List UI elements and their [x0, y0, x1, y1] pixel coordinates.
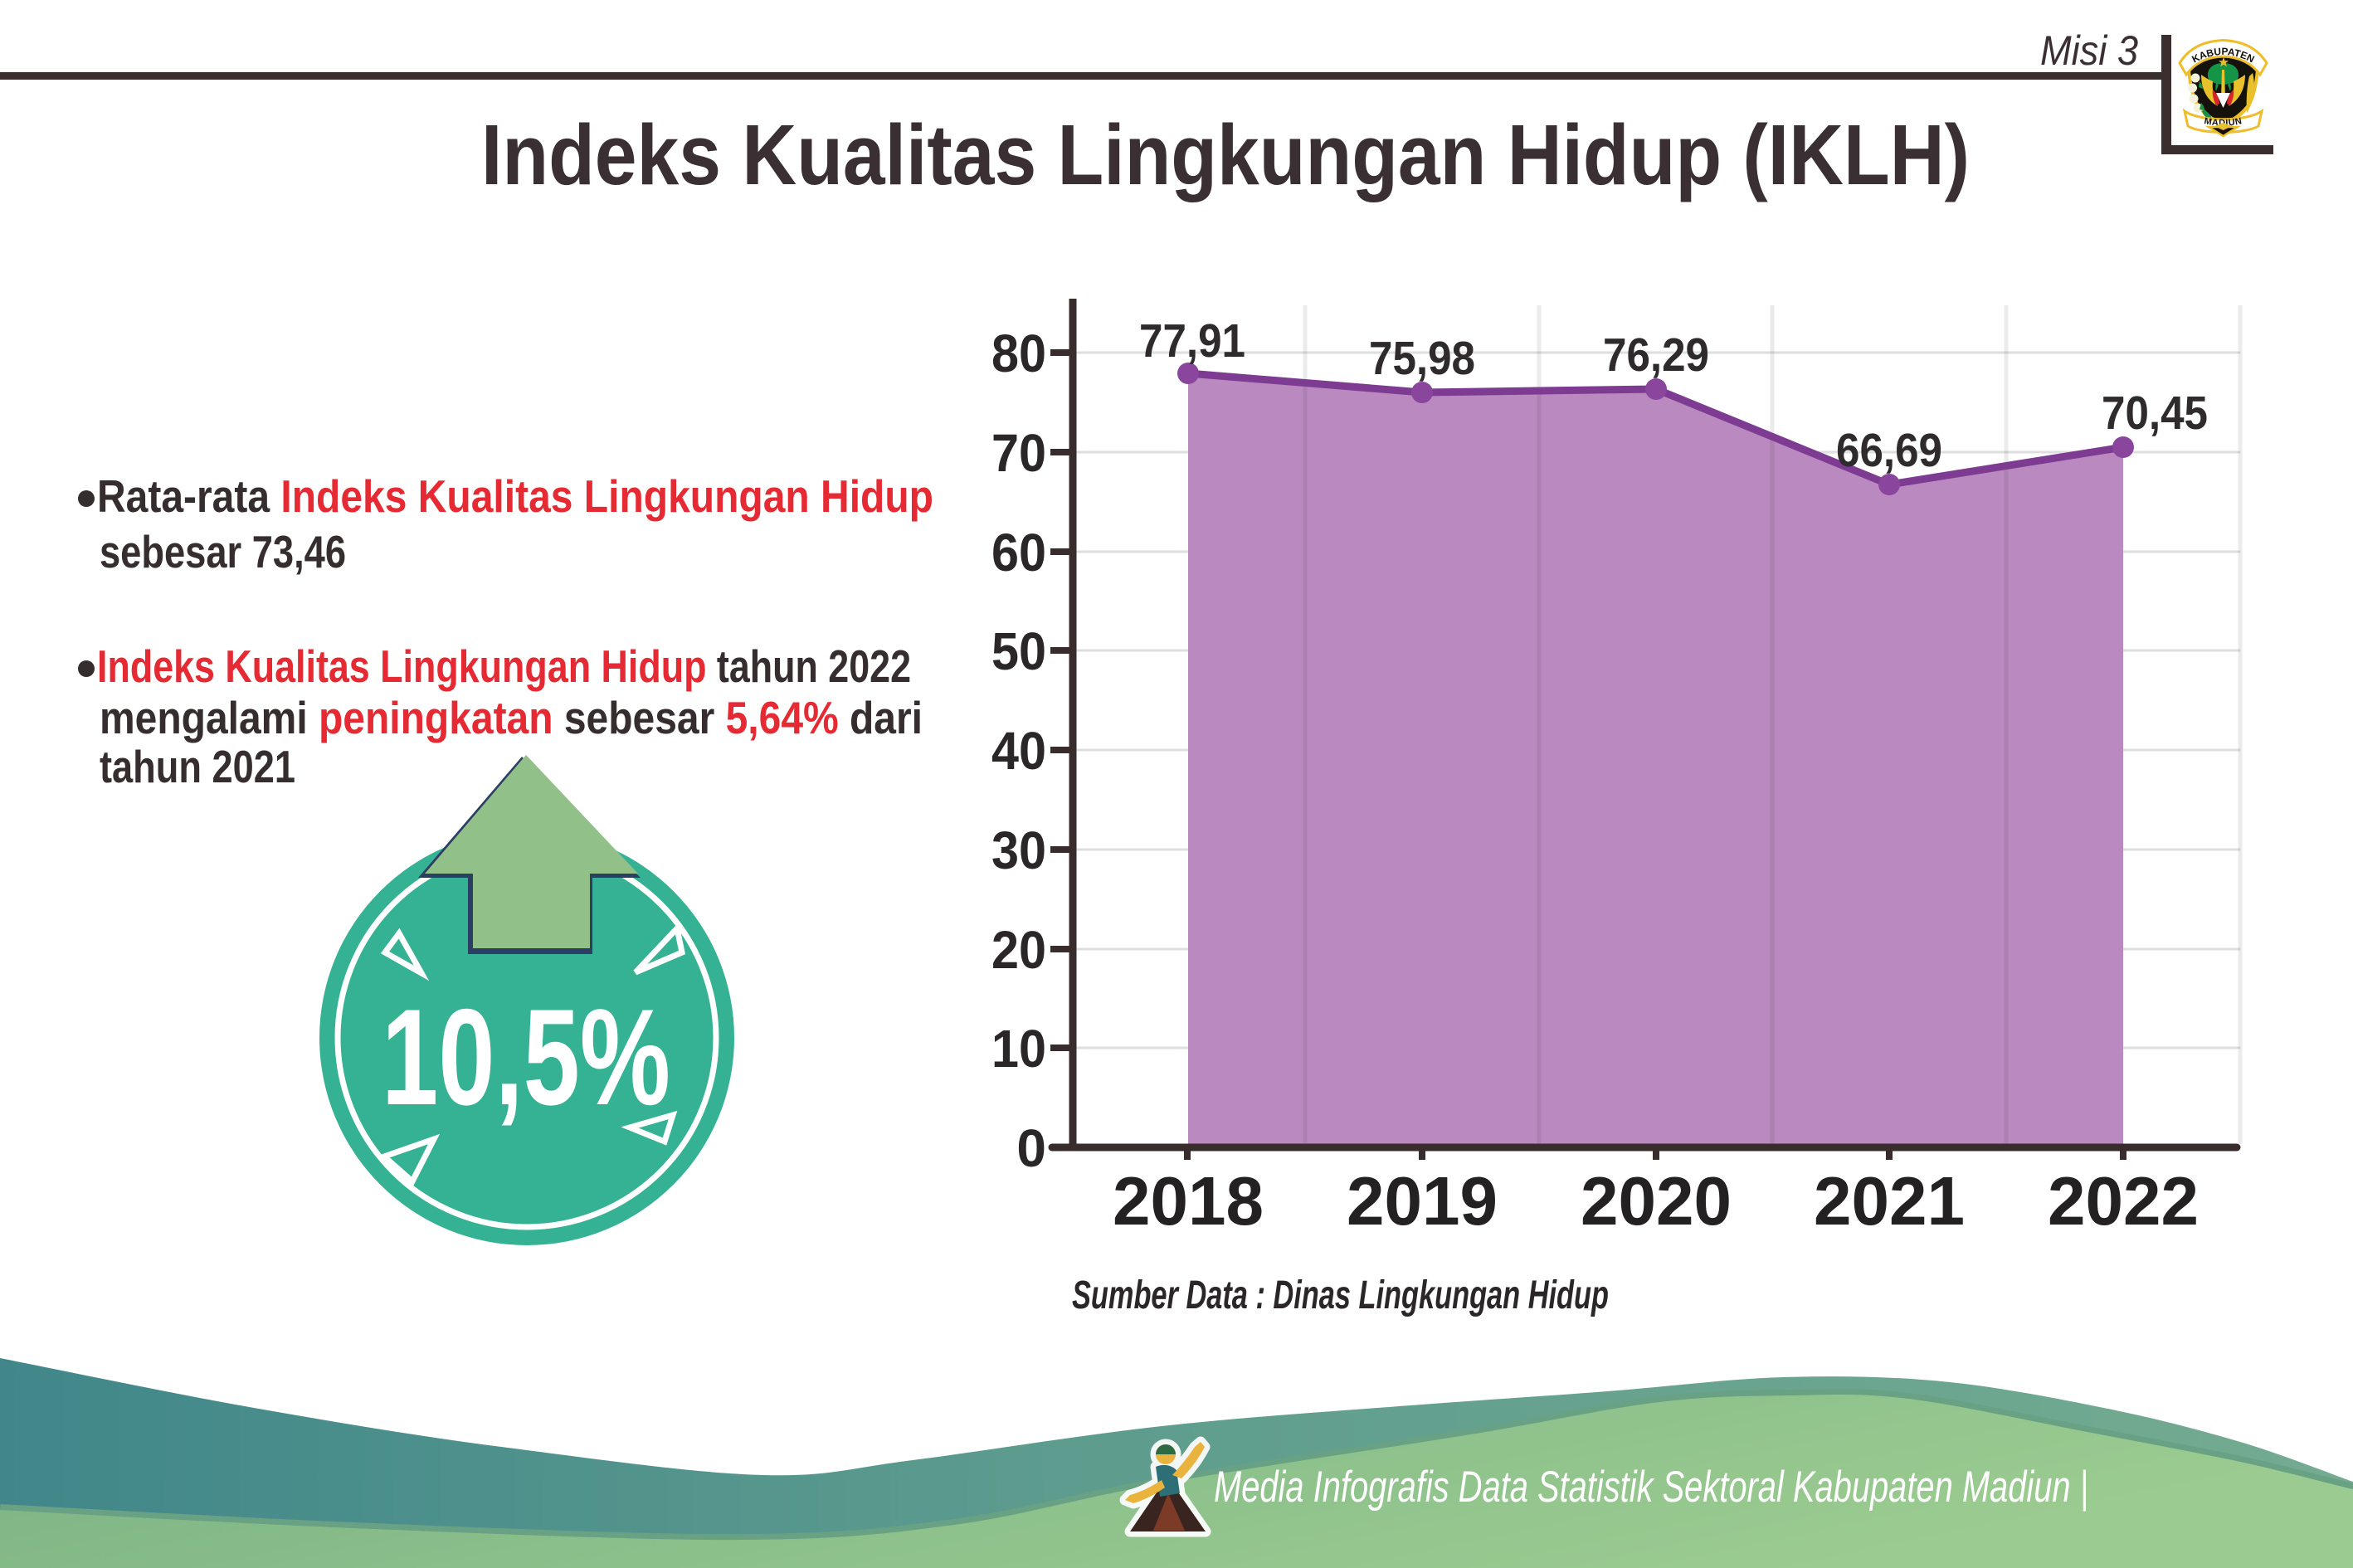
svg-text:10,5%: 10,5% [382, 981, 670, 1133]
svg-text:2022: 2022 [2048, 1162, 2199, 1239]
svg-text:Sumber Data : Dinas Lingkungan: Sumber Data : Dinas Lingkungan Hidup [1072, 1273, 1609, 1317]
svg-text:2021: 2021 [1814, 1162, 1965, 1239]
svg-text:Media Infografis Data Statisti: Media Infografis Data Statistik Sektoral… [1214, 1463, 2088, 1512]
svg-text:76,29: 76,29 [1603, 329, 1709, 382]
svg-text:60: 60 [991, 523, 1046, 582]
svg-text:Rata-rata Indeks Kualitas Ling: Rata-rata Indeks Kualitas Lingkungan Hid… [97, 470, 933, 522]
svg-text:Indeks Kualitas Lingkungan Hid: Indeks Kualitas Lingkungan Hidup tahun 2… [97, 640, 911, 692]
svg-text:mengalami peningkatan sebesar: mengalami peningkatan sebesar 5,64% dari [100, 692, 923, 743]
svg-text:2019: 2019 [1347, 1162, 1498, 1239]
svg-text:2018: 2018 [1113, 1162, 1264, 1239]
svg-text:40: 40 [991, 721, 1046, 781]
svg-text:MADIUN: MADIUN [2204, 116, 2243, 129]
svg-text:70,45: 70,45 [2102, 387, 2208, 440]
svg-text:0: 0 [1016, 1118, 1046, 1178]
svg-text:77,91: 77,91 [1139, 314, 1245, 368]
svg-text:70: 70 [991, 423, 1046, 483]
svg-text:tahun 2021: tahun 2021 [100, 741, 295, 792]
svg-text:10: 10 [991, 1019, 1046, 1079]
svg-text:2020: 2020 [1581, 1162, 1732, 1239]
svg-text:20: 20 [991, 920, 1046, 980]
svg-text:Indeks Kualitas Lingkungan Hid: Indeks Kualitas Lingkungan Hidup (IKLH) [481, 107, 1970, 202]
svg-text:75,98: 75,98 [1369, 332, 1475, 385]
svg-text:30: 30 [991, 821, 1046, 880]
svg-text:80: 80 [991, 324, 1046, 383]
svg-text:66,69: 66,69 [1836, 424, 1942, 477]
svg-text:sebesar 73,46: sebesar 73,46 [100, 526, 346, 577]
svg-text:Misi 3: Misi 3 [2040, 27, 2138, 74]
svg-text:50: 50 [991, 621, 1046, 681]
